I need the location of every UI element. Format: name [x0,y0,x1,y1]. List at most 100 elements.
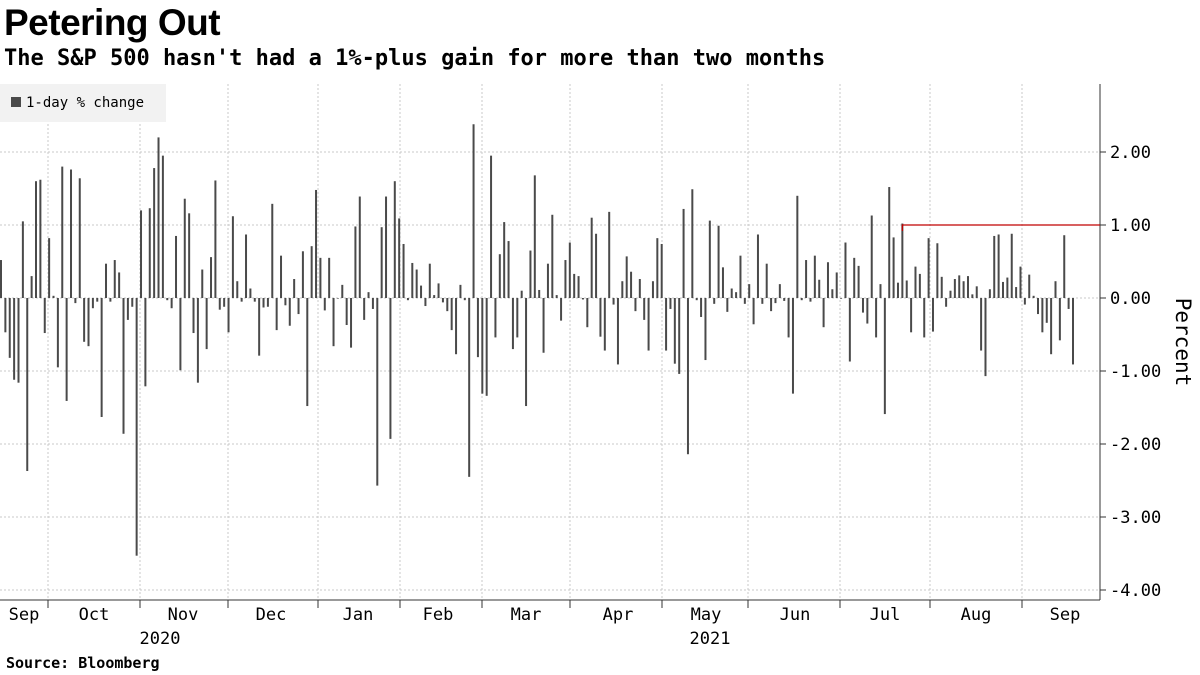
bar [984,298,987,377]
bar [905,280,908,298]
bar [415,269,418,298]
bar [638,279,641,298]
bar [791,298,794,394]
bar [205,298,208,350]
month-label: Oct [79,605,110,625]
bar [459,284,462,298]
bar [227,298,230,333]
bar [354,226,357,298]
bar [573,273,576,298]
bar [918,273,921,298]
bar [0,260,2,298]
y-tick-label: -3.00 [1110,508,1161,528]
bar [721,267,724,298]
bar [30,276,33,298]
bar [1054,281,1057,298]
bar [406,298,409,301]
month-label: Apr [603,605,634,625]
bar [144,298,147,387]
bar [1067,298,1070,309]
month-label: Sep [1050,605,1081,625]
bar [175,235,178,298]
bar [315,189,318,298]
bar [896,282,899,298]
bar [157,137,160,298]
bar [962,281,965,298]
bar [730,288,733,298]
bar [87,298,90,347]
bar [358,196,361,298]
bar [520,290,523,298]
bar [13,298,16,380]
bar [516,298,519,338]
bar [393,181,396,298]
bar [1041,298,1044,333]
bar [695,298,698,301]
bar [953,279,956,298]
bar [713,298,716,304]
bar [914,266,917,298]
bar [323,298,326,311]
bar [210,257,213,298]
y-tick-label: 0.00 [1110,289,1151,309]
bar [796,195,799,298]
bar [1010,233,1013,298]
bar [402,243,405,298]
bar [183,198,186,298]
bar [686,298,689,455]
bar [1019,266,1022,298]
bar [306,298,309,407]
bar [297,298,300,315]
chart-subtitle: The S&P 500 hasn't had a 1%-plus gain fo… [4,46,826,71]
bar [805,260,808,298]
bar [621,281,624,298]
bar [826,262,829,298]
bar [691,189,694,298]
bar [1063,235,1066,298]
bar [656,238,659,298]
bar [411,262,414,298]
bar [258,298,261,356]
bar [774,298,777,304]
bar [581,298,584,300]
bar [249,288,252,298]
bar [280,255,283,298]
month-label: Jan [343,605,374,625]
month-label: Jun [780,605,811,625]
bar [385,196,388,298]
bar [735,292,738,298]
bar [997,234,1000,298]
bar [481,298,484,394]
bar [761,298,764,304]
bar [455,298,458,355]
bar [188,213,191,298]
bar [866,298,869,324]
bar [310,246,313,298]
bar [888,187,891,298]
bar [778,284,781,298]
bar [923,298,926,338]
bar [231,216,234,298]
bar [498,254,501,298]
bar [669,298,672,309]
bar [901,223,904,298]
bar [1037,298,1039,315]
bar [271,203,274,298]
bar [161,155,164,298]
bar [529,250,532,298]
bar [630,271,633,298]
bar [966,276,969,298]
gridlines [0,84,1100,600]
bar [936,243,939,298]
bar [704,298,707,361]
bar [35,181,37,298]
bar [647,298,650,351]
bar [389,298,392,439]
bar [752,298,755,325]
bar [708,220,711,298]
bar [980,298,983,351]
bar [293,279,296,298]
bar [533,175,536,298]
bar [118,272,121,298]
